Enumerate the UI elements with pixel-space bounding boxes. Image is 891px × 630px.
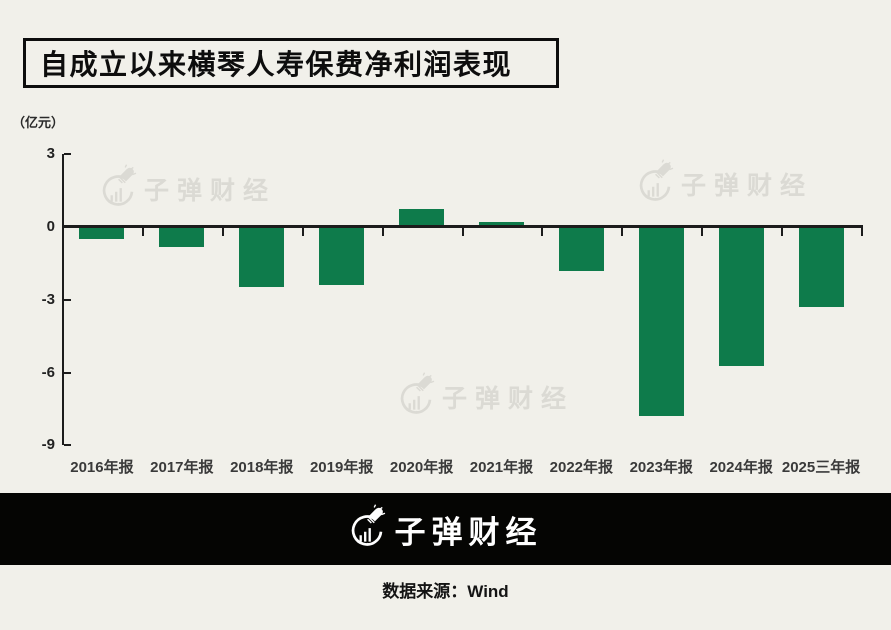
watermark-bottom-center: 子弹财经 [398,372,575,420]
bullet-finance-logo-icon [398,372,435,420]
watermark-top-left: 子弹财经 [100,164,277,212]
y-tick-label: 3 [46,145,55,163]
bar-2024年报 [718,228,764,366]
chart-title: 自成立以来横琴人寿保费净利润表现 [40,49,513,80]
bar-2020年报 [399,209,445,225]
y-tick-label: -6 [41,363,55,381]
brand-banner: 子弹财经 [0,493,891,565]
y-axis-line [62,154,64,446]
bullet-finance-logo-icon [349,504,385,552]
x-tick-label: 2018年报 [230,459,294,476]
bar-chart: 3 0 -3 -6 -9 2016年报 2017年报 2018年报 2019年报 2020年报 20… [41,145,863,476]
x-tick-label: 2023年报 [629,459,693,476]
y-tick-mark [64,371,71,374]
x-tick-mark [541,228,544,236]
watermark-brand-text: 子弹财经 [442,385,575,413]
y-tick-label: -9 [41,436,55,454]
bullet-finance-logo-icon [637,159,674,207]
x-tick-label: 2021年报 [469,459,534,476]
x-tick-mark [701,228,704,236]
y-axis-unit-label: （亿元） [12,115,65,130]
bar-2025三年报 [798,228,844,308]
x-tick-mark [381,228,384,236]
watermark-top-right: 子弹财经 [637,159,814,207]
bar-2017年报 [159,228,205,248]
banner-brand-text: 子弹财经 [394,514,543,550]
watermark-brand-text: 子弹财经 [681,172,814,200]
y-tick-mark [64,298,71,301]
y-tick-label: -3 [41,290,55,308]
bar-2023年报 [638,228,684,416]
x-tick-label: 2022年报 [549,459,614,476]
y-tick-mark [64,153,71,156]
x-tick-label: 2017年报 [150,459,214,476]
bullet-finance-logo-icon [100,164,137,212]
x-tick-label: 2025三年报 [781,459,861,476]
x-tick-label: 2024年报 [709,459,773,476]
bar-2022年报 [558,228,604,272]
data-source-note: 数据来源：Wind [382,582,509,601]
x-tick-mark [621,228,624,236]
x-tick-label: 2016年报 [70,459,134,476]
x-tick-mark [141,228,144,236]
x-tick-mark [781,228,784,236]
x-tick-label: 2019年报 [309,459,374,476]
watermark-brand-text: 子弹财经 [144,177,277,205]
y-tick-label: 0 [46,218,55,235]
x-tick-mark [221,228,224,236]
bar-2018年报 [239,228,285,287]
bar-2021年报 [478,222,524,225]
x-tick-mark [861,228,863,236]
chart-title-box: 自成立以来横琴人寿保费净利润表现 [23,38,559,88]
x-tick-label: 2020年报 [389,459,454,476]
x-tick-mark [461,228,464,236]
x-axis-zero-line [62,225,863,228]
x-tick-mark [301,228,304,236]
bar-2019年报 [319,228,365,286]
bar-2016年报 [79,228,125,239]
y-tick-mark [64,444,71,447]
